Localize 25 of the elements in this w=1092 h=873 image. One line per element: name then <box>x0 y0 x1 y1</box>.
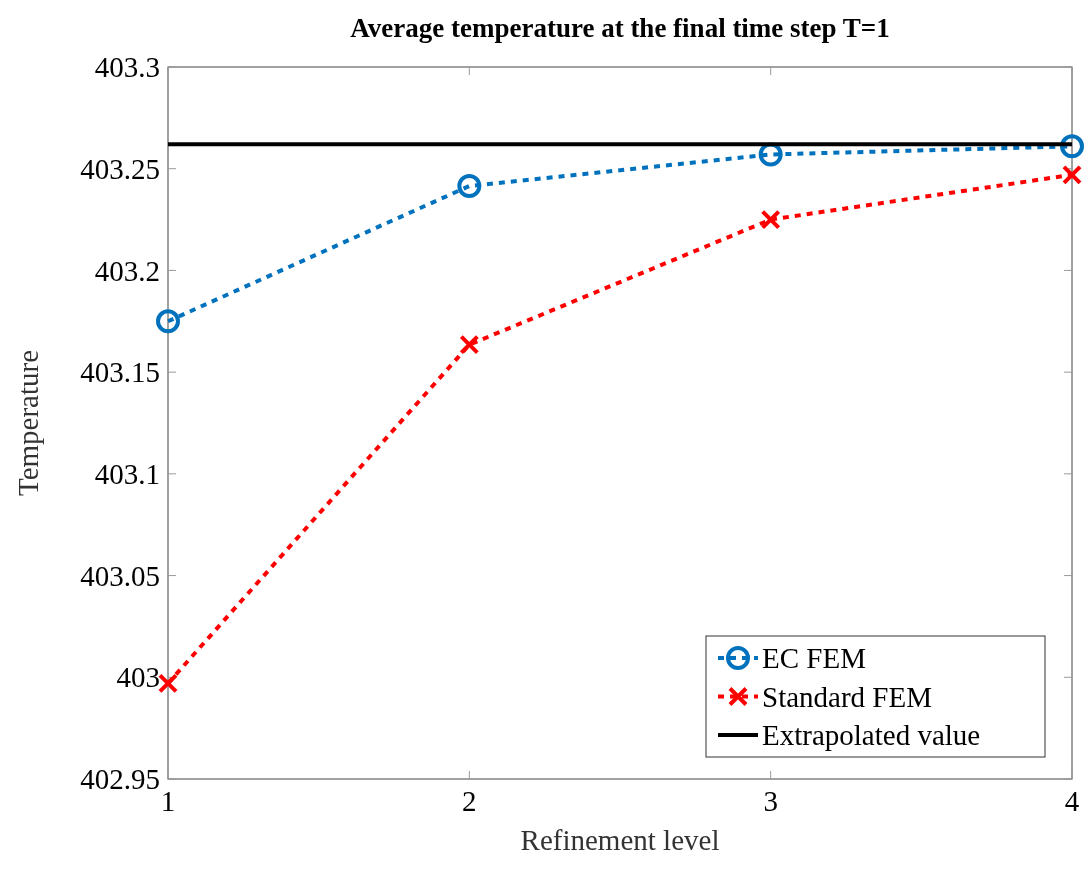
y-tick-label: 403.2 <box>94 254 160 287</box>
x-tick-label: 3 <box>763 785 778 817</box>
point <box>156 309 180 334</box>
legend-label: Extrapolated value <box>762 719 981 752</box>
y-axis-title: Temperature <box>12 349 44 497</box>
y-tick-label: 403 <box>116 661 160 694</box>
chart-title: Average temperature at the final time step T=1 <box>350 13 890 43</box>
y-tick-label: 403.1 <box>94 458 160 491</box>
point <box>459 334 480 355</box>
x-axis-title: Refinement level <box>520 824 720 856</box>
y-tick-label: 403.3 <box>94 51 160 84</box>
point <box>158 673 178 694</box>
legend-label: Standard FEM <box>762 680 932 713</box>
x-tick-label: 4 <box>1064 785 1080 817</box>
point <box>457 174 482 199</box>
y-tick-label: 403.15 <box>80 356 160 389</box>
point <box>760 209 781 230</box>
x-tick-label: 1 <box>160 785 176 817</box>
point <box>1060 134 1084 159</box>
x-tick-label: 2 <box>462 785 477 817</box>
y-tick-label: 403.05 <box>80 559 160 592</box>
point <box>1062 164 1082 185</box>
y-tick-label: 402.95 <box>80 763 160 796</box>
legend-label: EC FEM <box>762 642 866 675</box>
y-tick-label: 403.25 <box>80 152 160 185</box>
